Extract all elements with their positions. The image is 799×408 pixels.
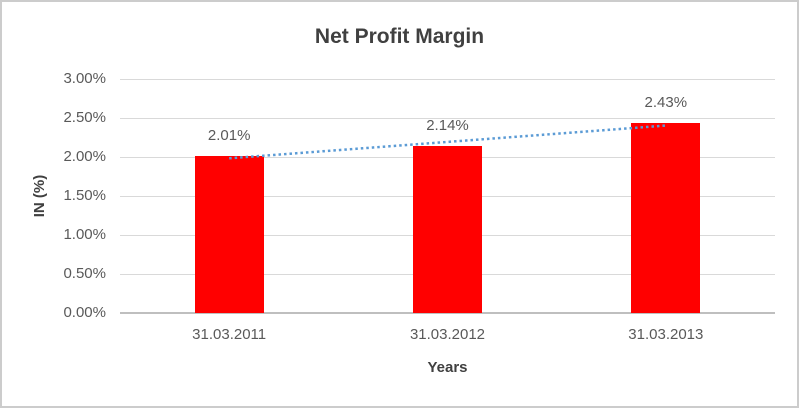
y-tick-label: 3.00% bbox=[63, 70, 106, 87]
bar-data-label: 2.01% bbox=[207, 127, 251, 145]
chart-title: Net Profit Margin bbox=[314, 25, 485, 48]
x-tick-label: 31.03.2012 bbox=[409, 326, 486, 343]
y-tick-label: 1.50% bbox=[63, 187, 106, 204]
y-tick-label: 2.50% bbox=[63, 109, 106, 126]
bar-data-label: 2.43% bbox=[644, 94, 688, 112]
bar bbox=[631, 123, 701, 313]
y-tick-label: 0.00% bbox=[63, 304, 106, 321]
y-tick-label: 2.00% bbox=[63, 148, 106, 165]
gridline bbox=[120, 117, 775, 119]
gridline bbox=[120, 78, 775, 80]
bar bbox=[413, 146, 482, 313]
x-axis-title: Years bbox=[427, 359, 468, 376]
y-tick-label: 1.00% bbox=[63, 226, 106, 243]
y-tick-label: 0.50% bbox=[63, 265, 106, 282]
x-tick-label: 31.03.2013 bbox=[628, 326, 704, 343]
x-axis-line bbox=[120, 312, 775, 314]
bar bbox=[194, 156, 264, 313]
x-tick-label: 31.03.2011 bbox=[192, 326, 267, 343]
bar-data-label: 2.14% bbox=[426, 117, 469, 135]
